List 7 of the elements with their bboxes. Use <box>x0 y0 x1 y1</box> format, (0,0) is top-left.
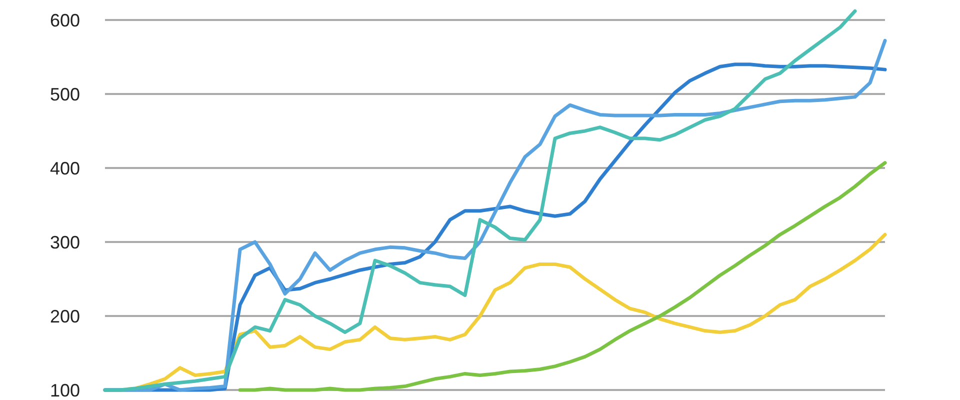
y-tick-label: 500 <box>50 84 80 104</box>
line-series <box>238 161 887 392</box>
y-tick-label: 100 <box>50 380 80 400</box>
y-tick-label: 200 <box>50 306 80 326</box>
y-tick-label: 600 <box>50 10 80 30</box>
y-tick-label: 400 <box>50 158 80 178</box>
y-tick-label: 300 <box>50 232 80 252</box>
